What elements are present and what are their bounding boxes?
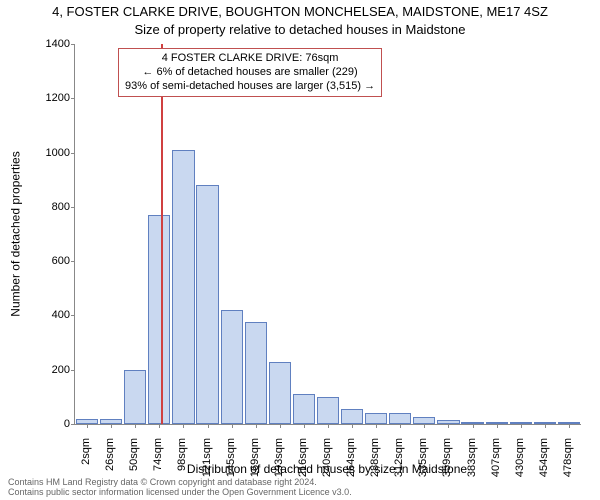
y-tick-label: 200 — [30, 364, 70, 376]
histogram-bar — [148, 215, 170, 424]
y-tick-mark — [71, 153, 75, 154]
x-tick-mark — [208, 424, 209, 428]
x-tick-label: 359sqm — [441, 438, 453, 478]
x-tick-label: 169sqm — [249, 438, 261, 478]
x-tick-mark — [448, 424, 449, 428]
x-tick-mark — [135, 424, 136, 428]
histogram-bar — [269, 362, 291, 424]
x-tick-label: 288sqm — [369, 438, 381, 478]
histogram-bar — [172, 150, 194, 424]
x-tick-mark — [400, 424, 401, 428]
x-tick-label: 478sqm — [562, 438, 574, 478]
chart-container: 4, FOSTER CLARKE DRIVE, BOUGHTON MONCHEL… — [0, 0, 600, 500]
x-tick-mark — [497, 424, 498, 428]
y-axis-label: Number of detached properties — [8, 44, 24, 424]
histogram-bar — [317, 397, 339, 424]
x-tick-label: 216sqm — [297, 438, 309, 478]
y-tick-label: 1200 — [30, 92, 70, 104]
x-tick-mark — [473, 424, 474, 428]
x-tick-label: 240sqm — [321, 438, 333, 478]
page-title-address: 4, FOSTER CLARKE DRIVE, BOUGHTON MONCHEL… — [0, 4, 600, 19]
x-tick-mark — [304, 424, 305, 428]
attribution-footer: Contains HM Land Registry data © Crown c… — [8, 478, 352, 498]
y-tick-label: 400 — [30, 309, 70, 321]
x-tick-mark — [352, 424, 353, 428]
x-tick-label: 74sqm — [152, 438, 164, 478]
y-tick-label: 1000 — [30, 147, 70, 159]
x-tick-label: 335sqm — [417, 438, 429, 478]
y-tick-mark — [71, 424, 75, 425]
x-tick-mark — [87, 424, 88, 428]
histogram-bar — [221, 310, 243, 424]
histogram-bar — [124, 370, 146, 424]
x-tick-mark — [545, 424, 546, 428]
page-subtitle: Size of property relative to detached ho… — [0, 22, 600, 37]
info-line-1: 4 FOSTER CLARKE DRIVE: 76sqm — [125, 52, 375, 66]
x-tick-label: 407sqm — [490, 438, 502, 478]
x-tick-mark — [569, 424, 570, 428]
y-tick-mark — [71, 207, 75, 208]
y-tick-label: 1400 — [30, 38, 70, 50]
histogram-bar — [293, 394, 315, 424]
x-tick-label: 430sqm — [514, 438, 526, 478]
x-tick-label: 121sqm — [201, 438, 213, 478]
y-tick-mark — [71, 261, 75, 262]
x-tick-label: 264sqm — [345, 438, 357, 478]
subject-property-line — [161, 44, 163, 424]
x-tick-label: 2sqm — [80, 438, 92, 478]
x-tick-mark — [424, 424, 425, 428]
x-tick-mark — [280, 424, 281, 428]
y-axis-label-text: Number of detached properties — [9, 151, 23, 316]
plot-area — [74, 44, 581, 425]
x-tick-mark — [183, 424, 184, 428]
histogram-bar — [341, 409, 363, 424]
y-tick-mark — [71, 98, 75, 99]
x-tick-label: 145sqm — [225, 438, 237, 478]
x-tick-label: 50sqm — [128, 438, 140, 478]
info-line-2: ← 6% of detached houses are smaller (229… — [125, 66, 375, 80]
x-tick-mark — [159, 424, 160, 428]
x-tick-label: 312sqm — [393, 438, 405, 478]
info-line-3: 93% of semi-detached houses are larger (… — [125, 80, 375, 94]
footer-line-2: Contains public sector information licen… — [8, 488, 352, 498]
y-tick-label: 600 — [30, 255, 70, 267]
x-tick-mark — [328, 424, 329, 428]
x-tick-mark — [232, 424, 233, 428]
y-tick-mark — [71, 44, 75, 45]
y-tick-label: 0 — [30, 418, 70, 430]
x-tick-mark — [376, 424, 377, 428]
x-tick-mark — [521, 424, 522, 428]
x-tick-mark — [111, 424, 112, 428]
y-tick-mark — [71, 315, 75, 316]
x-tick-label: 98sqm — [176, 438, 188, 478]
y-tick-mark — [71, 370, 75, 371]
x-tick-mark — [256, 424, 257, 428]
y-tick-label: 800 — [30, 201, 70, 213]
x-tick-label: 193sqm — [273, 438, 285, 478]
histogram-bar — [245, 322, 267, 424]
x-tick-label: 383sqm — [466, 438, 478, 478]
histogram-bar — [365, 413, 387, 424]
histogram-bar — [196, 185, 218, 424]
property-info-box: 4 FOSTER CLARKE DRIVE: 76sqm← 6% of deta… — [118, 48, 382, 97]
x-tick-label: 26sqm — [104, 438, 116, 478]
histogram-bar — [413, 417, 435, 424]
x-tick-label: 454sqm — [538, 438, 550, 478]
histogram-bar — [389, 413, 411, 424]
